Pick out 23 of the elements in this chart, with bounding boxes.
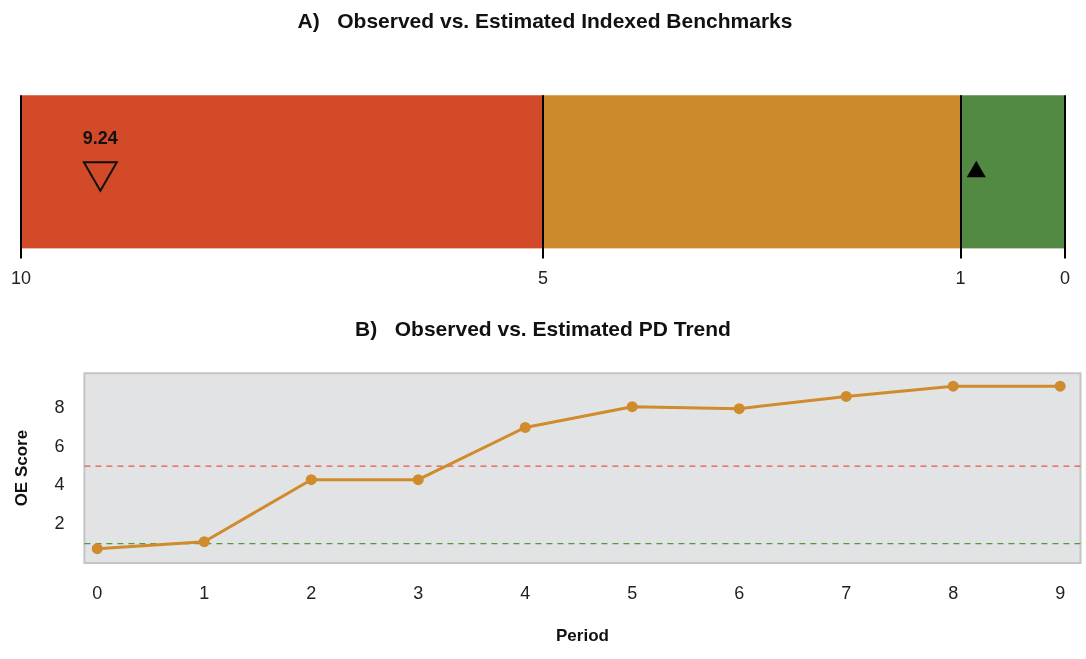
x-tick-label: 0: [1059, 268, 1071, 289]
x-tick-label: 7: [841, 582, 852, 603]
x-axis-title: Period: [556, 626, 609, 646]
x-tick-label: 4: [520, 582, 531, 603]
y-axis-title: OE Score: [11, 429, 31, 507]
y-tick-label: 4: [54, 474, 65, 495]
x-tick-label: 8: [948, 582, 959, 603]
x-tick-label: 5: [627, 582, 638, 603]
y-tick-label: 2: [54, 513, 65, 534]
x-tick-label: 1: [199, 582, 210, 603]
x-tick-label: 9: [1055, 582, 1066, 603]
y-tick-label: 6: [54, 435, 65, 456]
x-tick-label: 6: [734, 582, 745, 603]
x-tick-label: 1: [955, 268, 966, 289]
x-tick-label: 2: [306, 582, 317, 603]
x-tick-label: 5: [537, 268, 549, 289]
y-tick-label: 8: [54, 397, 65, 418]
x-tick-label: 3: [413, 582, 424, 603]
x-tick-label: 0: [92, 582, 103, 603]
chart-title: B) Observed vs. Estimated PD Trend: [355, 317, 731, 341]
data-label: 9.24: [82, 127, 118, 148]
chart-title: A) Observed vs. Estimated Indexed Benchmarks: [297, 9, 793, 33]
x-tick-label: 10: [10, 268, 32, 289]
